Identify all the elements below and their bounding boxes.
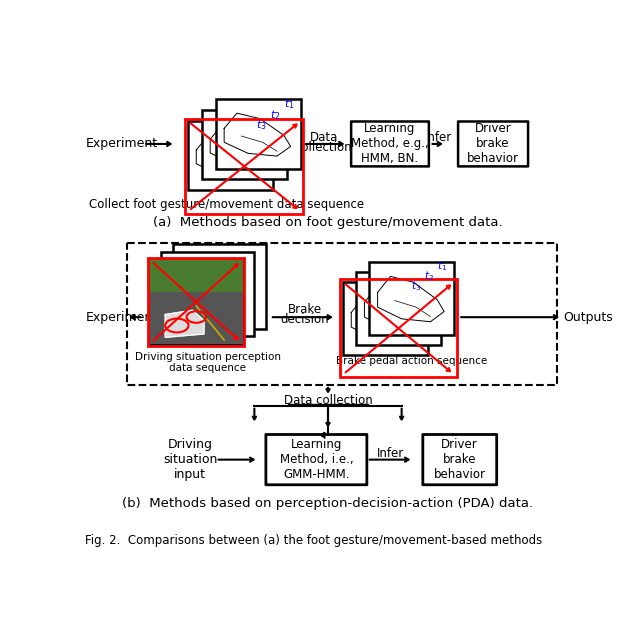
Text: Fig. 2.  Comparisons between (a) the foot gesture/movement-based methods: Fig. 2. Comparisons between (a) the foot…: [85, 534, 543, 547]
Text: Experiment: Experiment: [85, 311, 157, 323]
Text: Driving
situation
input: Driving situation input: [163, 438, 217, 481]
Text: Brake pedal action sequence: Brake pedal action sequence: [336, 356, 487, 366]
Bar: [356, 272, 441, 345]
Text: Infer: Infer: [376, 447, 404, 460]
Text: Data collection: Data collection: [284, 394, 372, 407]
Text: collection: collection: [296, 141, 353, 154]
Text: $t_2$: $t_2$: [270, 108, 280, 121]
Text: (b)  Methods based on perception-decision-action (PDA) data.: (b) Methods based on perception-decision…: [122, 496, 534, 509]
Text: Brake: Brake: [288, 303, 322, 316]
Text: $t_1$: $t_1$: [437, 259, 447, 273]
Bar: [150, 259, 243, 344]
Text: Driver
brake
behavior: Driver brake behavior: [434, 438, 486, 481]
Text: (a)  Methods based on foot gesture/movement data.: (a) Methods based on foot gesture/moveme…: [153, 216, 503, 228]
Text: Collect foot gesture/movement data sequence: Collect foot gesture/movement data seque…: [90, 198, 364, 211]
Bar: [369, 262, 454, 335]
Bar: [343, 282, 428, 355]
FancyBboxPatch shape: [266, 435, 367, 485]
FancyBboxPatch shape: [458, 121, 528, 167]
Bar: [148, 258, 244, 346]
FancyBboxPatch shape: [351, 121, 429, 167]
Text: Infer: Infer: [424, 131, 452, 144]
Bar: [216, 100, 301, 169]
Bar: [202, 110, 287, 179]
Text: $t_1$: $t_1$: [284, 97, 294, 111]
Text: Learning
Method, i.e.,
GMM-HMM.: Learning Method, i.e., GMM-HMM.: [280, 438, 353, 481]
Text: decision: decision: [280, 313, 329, 326]
Text: $t_3$: $t_3$: [256, 119, 266, 132]
Text: Data: Data: [310, 131, 339, 144]
Bar: [173, 244, 266, 329]
Bar: [186, 119, 303, 214]
Bar: [188, 121, 273, 190]
Text: Experiment: Experiment: [85, 137, 157, 151]
Polygon shape: [165, 310, 204, 337]
Text: $t_3$: $t_3$: [411, 279, 421, 293]
Text: Driver
brake
behavior: Driver brake behavior: [467, 123, 519, 165]
Bar: [150, 292, 243, 344]
Text: $t_2$: $t_2$: [424, 269, 434, 283]
Text: Outputs: Outputs: [564, 311, 613, 323]
FancyBboxPatch shape: [423, 435, 497, 485]
Bar: [340, 279, 457, 378]
Bar: [161, 252, 254, 337]
Text: Learning
Method, e.g.,
HMM, BN.: Learning Method, e.g., HMM, BN.: [351, 123, 429, 165]
Bar: [150, 259, 243, 292]
Text: Driving situation perception
data sequence: Driving situation perception data sequen…: [135, 352, 281, 373]
